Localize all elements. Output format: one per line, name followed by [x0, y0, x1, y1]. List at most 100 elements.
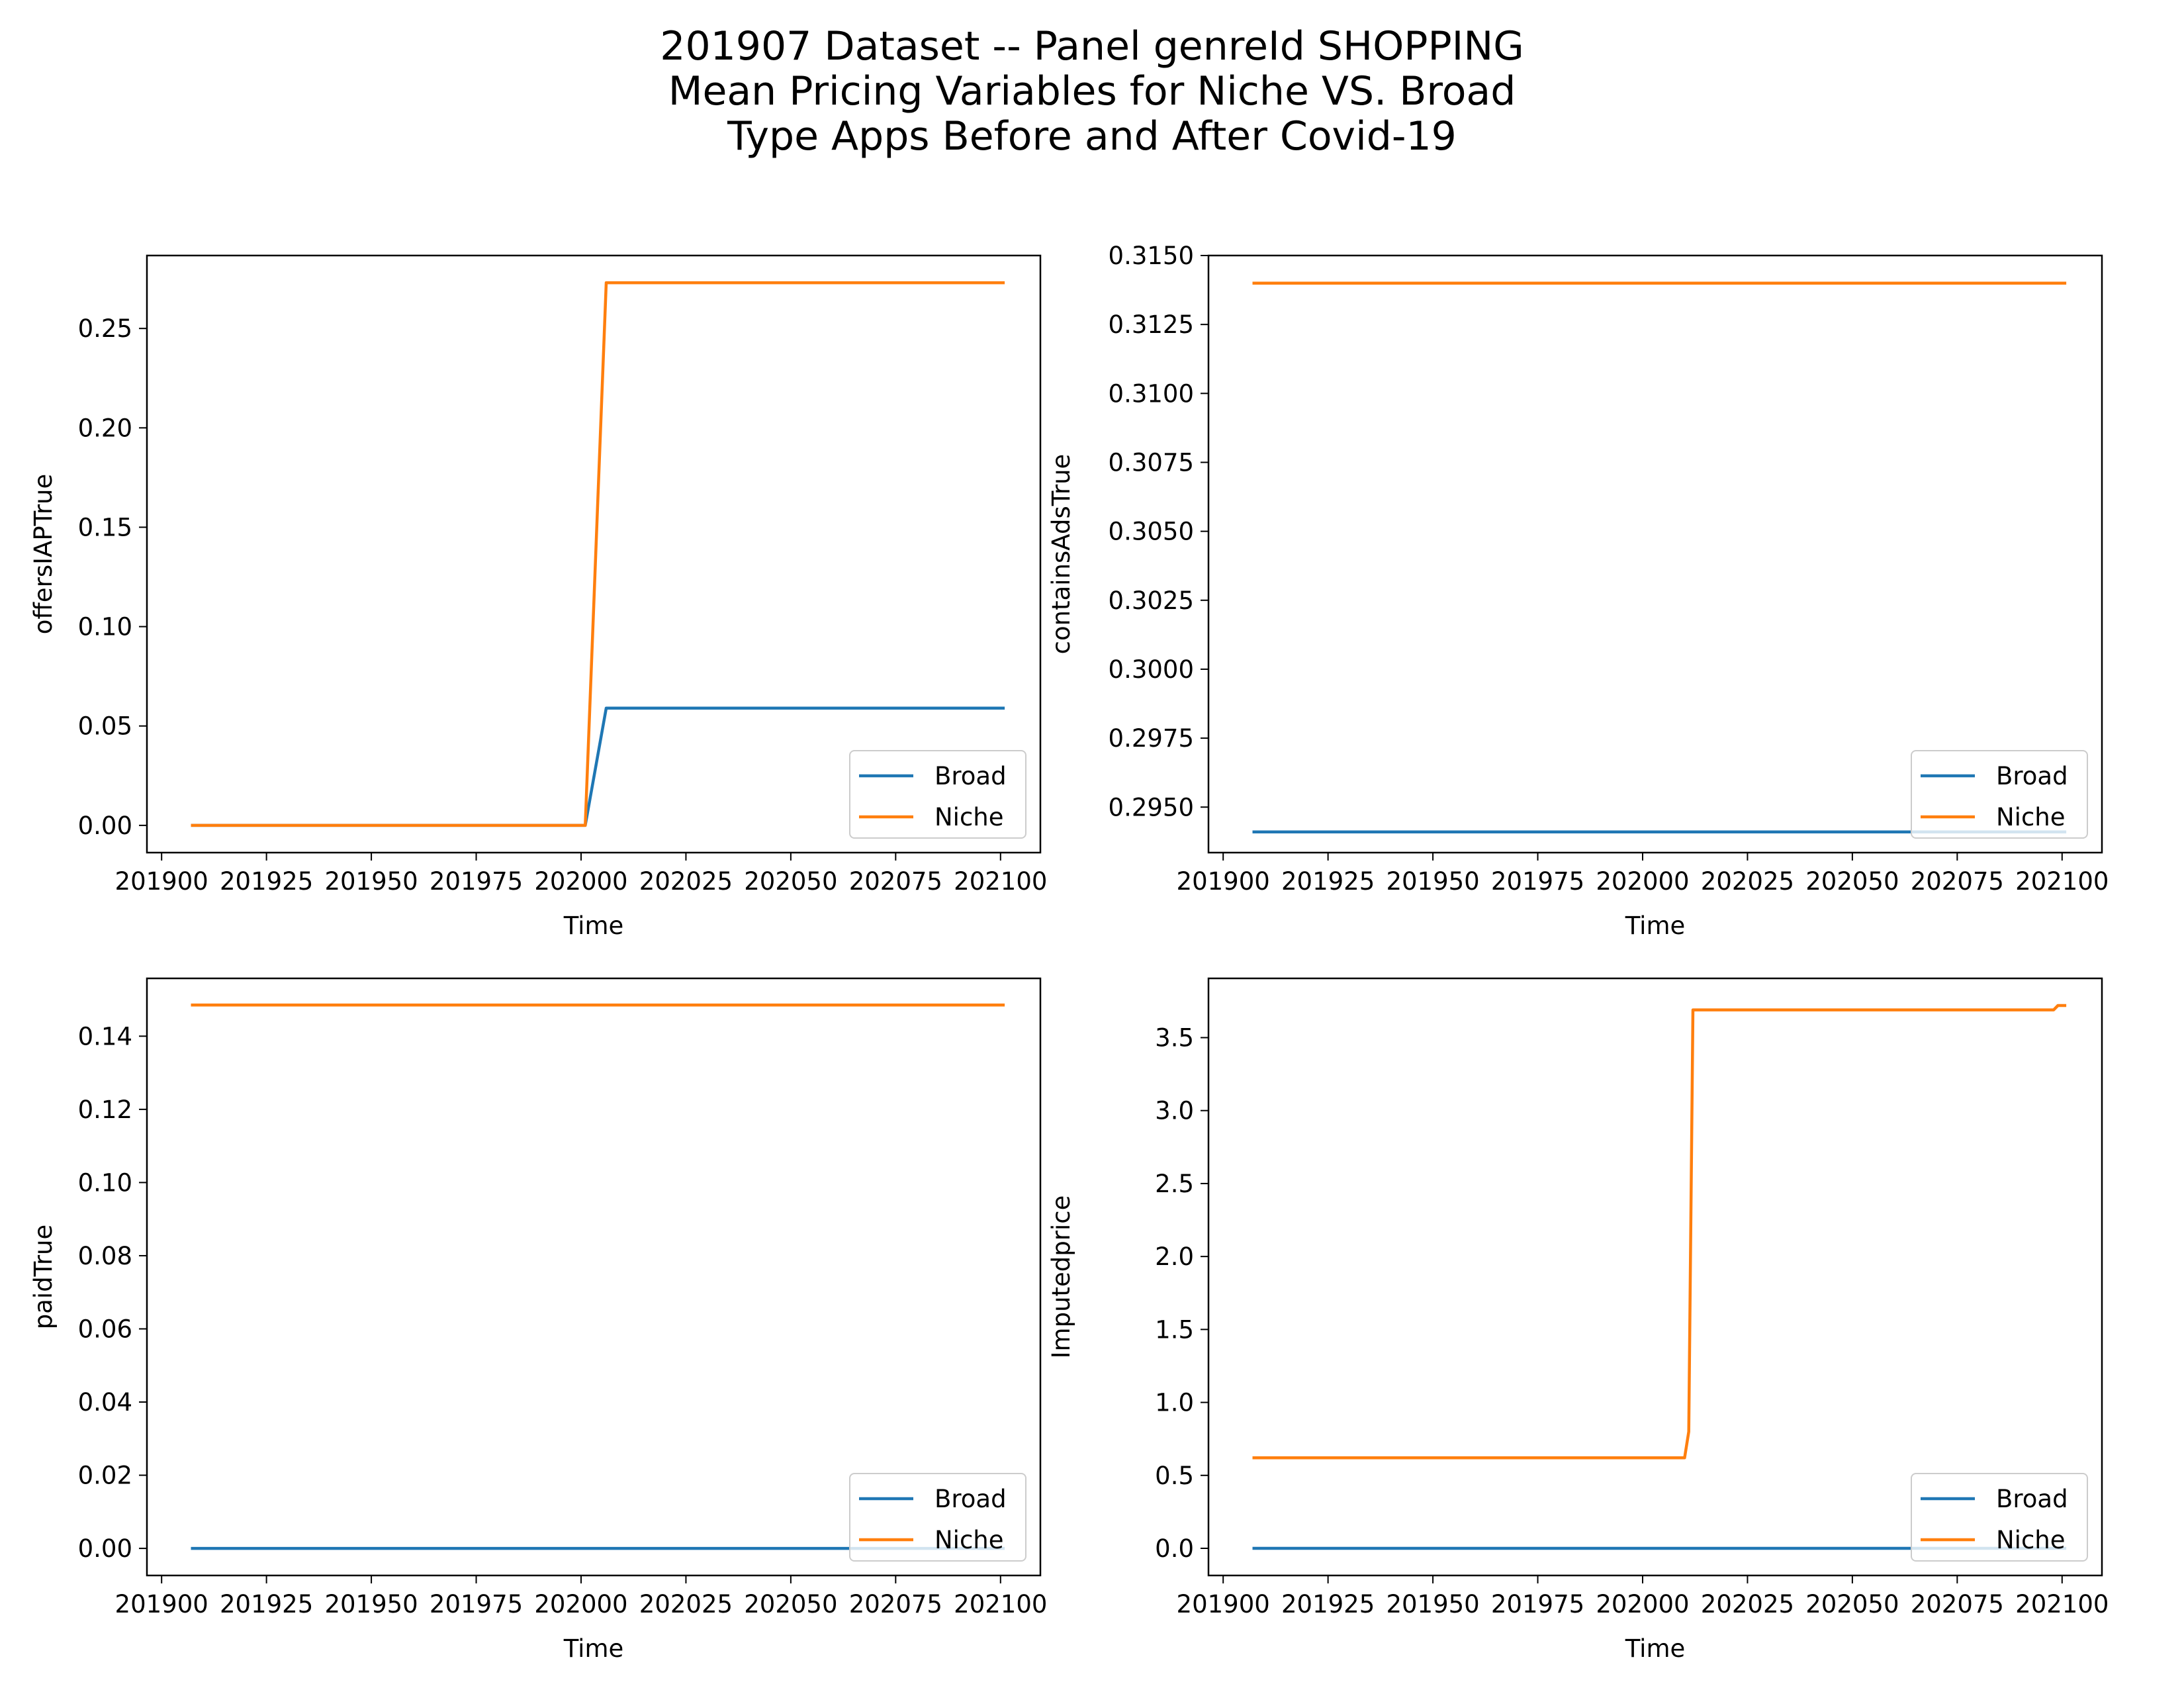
x-tick-label: 202075	[1911, 867, 2004, 896]
series-line-niche	[191, 281, 1005, 827]
y-tick-label: 0.00	[78, 1534, 132, 1563]
y-tick-label: 0.10	[78, 1168, 132, 1197]
y-tick-label: 0.2950	[1109, 793, 1194, 821]
panel-1: 201900 201925 201950 201975 202000 202025 2020…	[29, 254, 1047, 940]
x-tick-label: 201900	[1177, 867, 1270, 896]
x-axis-label: Time	[563, 912, 624, 940]
y-tick-label: 3.0	[1155, 1097, 1194, 1125]
y-tick-label: 0.00	[78, 812, 132, 840]
x-tick-label: 201950	[1386, 1590, 1479, 1618]
y-tick-label: 0.3050	[1109, 518, 1194, 546]
x-tick-label: 202075	[1911, 1590, 2004, 1618]
axes-frame	[146, 254, 1042, 854]
x-tick-label: 201900	[115, 1590, 208, 1618]
x-tick-label: 202100	[954, 1590, 1047, 1618]
x-tick-label: 201975	[1491, 867, 1584, 896]
y-tick-label: 0.3000	[1109, 655, 1194, 684]
x-tick-label: 201950	[324, 867, 418, 896]
panel-4: 201900 201925 201950 201975 202000 202025 2020…	[1047, 977, 2109, 1663]
x-tick-label: 201925	[1281, 1590, 1375, 1618]
legend-label-niche: Niche	[1996, 1526, 2066, 1554]
y-tick-label: 0.14	[78, 1022, 132, 1051]
x-tick-label: 202050	[1805, 1590, 1899, 1618]
legend: Broad Niche	[849, 1473, 1026, 1562]
y-tick-label: 0.0	[1155, 1534, 1194, 1563]
y-tick-label: 1.5	[1155, 1315, 1194, 1344]
x-tick-label: 202000	[1596, 867, 1689, 896]
y-tick-label: 0.25	[78, 314, 132, 343]
x-tick-label: 202100	[2015, 1590, 2109, 1618]
y-axis-label: containsAdsTrue	[1047, 454, 1075, 655]
x-tick-label: 202025	[1701, 1590, 1794, 1618]
legend-label-niche: Niche	[934, 803, 1004, 831]
y-tick-label: 0.3150	[1109, 242, 1194, 270]
x-tick-label: 202075	[849, 867, 942, 896]
x-tick-label: 201925	[220, 1590, 313, 1618]
x-tick-label: 202075	[849, 1590, 942, 1618]
y-tick-label: 0.08	[78, 1242, 132, 1270]
y-tick-label: 0.5	[1155, 1462, 1194, 1490]
y-tick-label: 0.12	[78, 1096, 132, 1124]
y-tick-label: 3.5	[1155, 1023, 1194, 1052]
y-tick-label: 0.05	[78, 712, 132, 741]
y-tick-label: 0.2975	[1109, 724, 1194, 753]
x-tick-label: 202000	[1596, 1590, 1689, 1618]
legend-label-broad: Broad	[1996, 762, 2068, 790]
panel-2: 201900 201925 201950 201975 202000 202025 2020…	[1047, 242, 2109, 940]
x-tick-label: 202025	[639, 867, 733, 896]
y-axis-label: paidTrue	[29, 1225, 58, 1330]
x-tick-label: 201950	[1386, 867, 1479, 896]
legend: Broad Niche	[849, 750, 1026, 839]
panel-3: 201900 201925 201950 201975 202000 202025 2020…	[29, 977, 1047, 1663]
y-tick-label: 0.3100	[1109, 379, 1194, 408]
x-axis-label: Time	[1625, 912, 1686, 940]
y-tick-label: 2.5	[1155, 1170, 1194, 1198]
legend-label-broad: Broad	[1996, 1485, 2068, 1513]
x-tick-label: 201975	[1491, 1590, 1584, 1618]
axes-frame	[1207, 254, 2103, 854]
x-tick-label: 201975	[430, 867, 523, 896]
x-tick-label: 202000	[534, 1590, 627, 1618]
x-tick-label: 202100	[2015, 867, 2109, 896]
title-line-1: 201907 Dataset -- Panel genreId SHOPPING	[660, 23, 1524, 70]
y-tick-label: 0.10	[78, 613, 132, 641]
legend-label-niche: Niche	[934, 1526, 1004, 1554]
y-tick-label: 0.02	[78, 1462, 132, 1490]
x-tick-label: 202050	[1805, 867, 1899, 896]
figure-title: 201907 Dataset -- Panel genreId SHOPPING…	[0, 24, 2184, 159]
legend-label-broad: Broad	[934, 1485, 1007, 1513]
x-axis-label: Time	[563, 1634, 624, 1663]
x-tick-label: 202100	[954, 867, 1047, 896]
title-line-2: Mean Pricing Variables for Niche VS. Bro…	[668, 68, 1516, 115]
title-line-3: Type Apps Before and After Covid-19	[727, 113, 1457, 160]
x-tick-label: 202025	[639, 1590, 733, 1618]
axes-frame	[1207, 977, 2103, 1577]
legend-label-niche: Niche	[1996, 803, 2066, 831]
x-tick-label: 201900	[115, 867, 208, 896]
x-axis-label: Time	[1625, 1634, 1686, 1663]
x-tick-label: 202050	[744, 1590, 837, 1618]
y-tick-label: 0.20	[78, 414, 132, 442]
y-tick-label: 1.0	[1155, 1389, 1194, 1417]
y-tick-label: 0.3025	[1109, 586, 1194, 615]
legend-label-broad: Broad	[934, 762, 1007, 790]
series-line-niche	[1252, 1004, 2067, 1460]
x-tick-label: 202050	[744, 867, 837, 896]
x-tick-label: 201925	[1281, 867, 1375, 896]
y-tick-label: 2.0	[1155, 1243, 1194, 1271]
legend: Broad Niche	[1911, 750, 2088, 839]
axes-frame	[146, 977, 1042, 1577]
y-tick-label: 0.04	[78, 1388, 132, 1417]
x-tick-label: 202025	[1701, 867, 1794, 896]
y-tick-label: 0.3075	[1109, 448, 1194, 477]
y-axis-label: Imputedprice	[1047, 1196, 1075, 1359]
x-tick-label: 201900	[1177, 1590, 1270, 1618]
y-tick-label: 0.3125	[1109, 310, 1194, 339]
x-tick-label: 202000	[534, 867, 627, 896]
y-tick-label: 0.06	[78, 1315, 132, 1343]
x-tick-label: 201950	[324, 1590, 418, 1618]
y-axis-label: offersIAPTrue	[29, 474, 58, 635]
y-tick-label: 0.15	[78, 513, 132, 541]
x-tick-label: 201925	[220, 867, 313, 896]
